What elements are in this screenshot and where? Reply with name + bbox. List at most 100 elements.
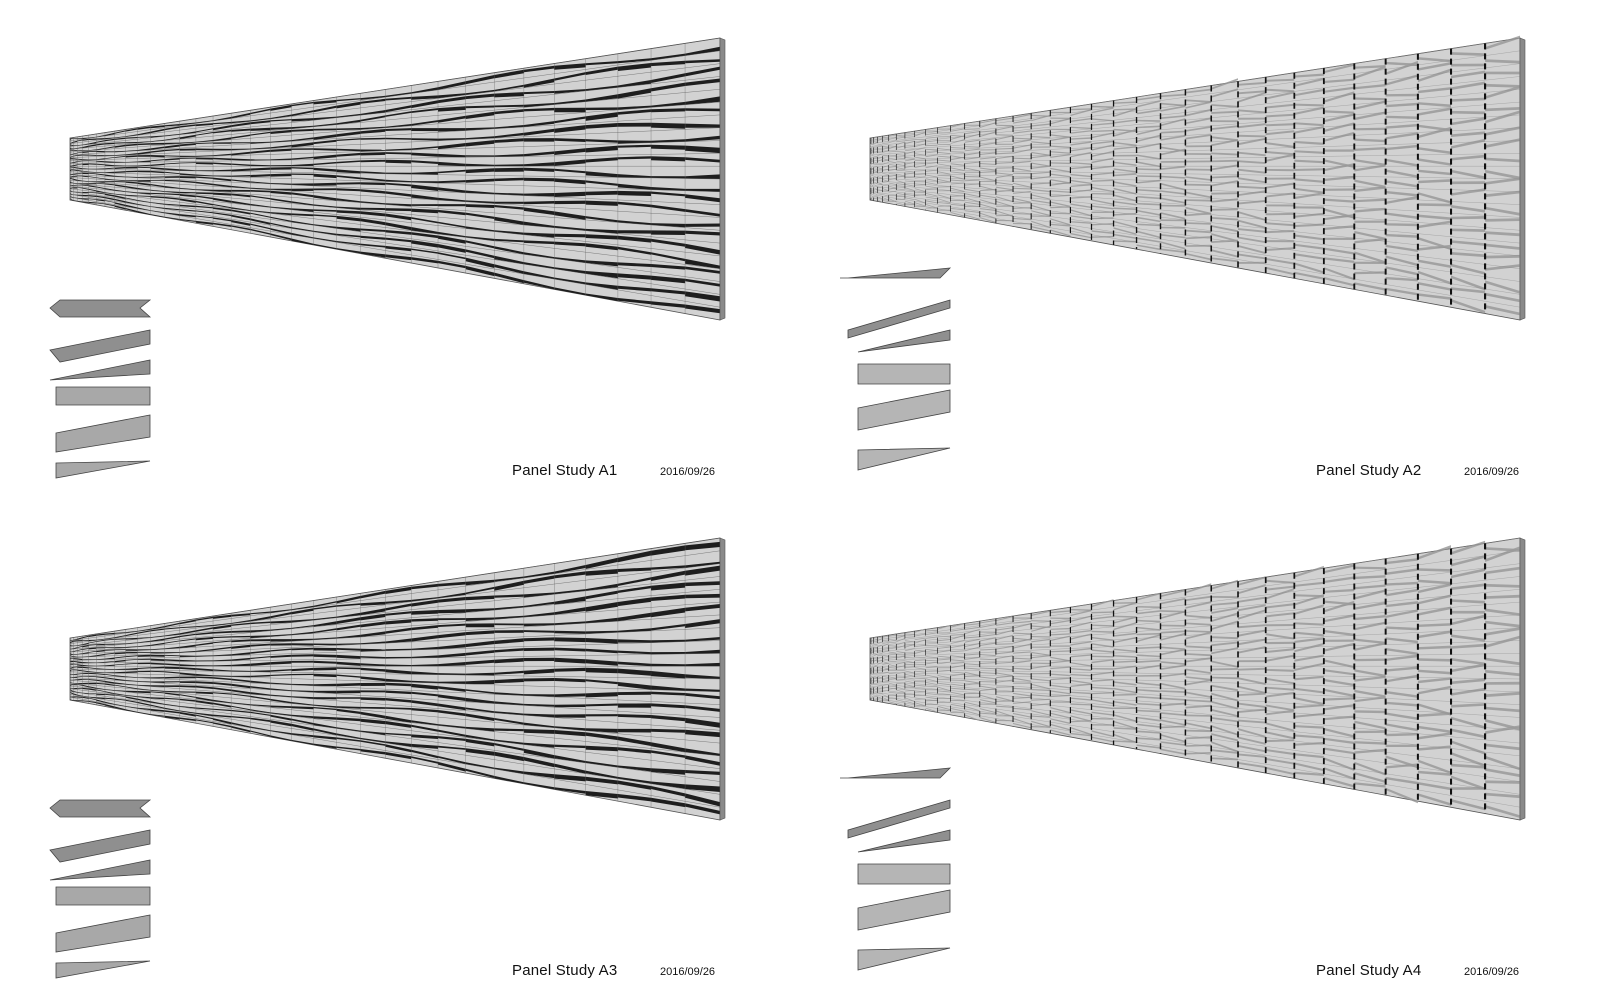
louver-blade xyxy=(1354,772,1386,783)
louver-blade xyxy=(877,157,883,159)
panel-fold-shadow xyxy=(137,658,151,660)
louver-blade xyxy=(888,164,897,166)
louver-blade xyxy=(904,133,915,135)
panel-fold-shadow xyxy=(137,203,151,207)
panel-fold-shadow xyxy=(291,220,314,226)
louver-blade xyxy=(1354,251,1386,264)
louver-blade xyxy=(1385,115,1418,119)
panel-fold-shadow xyxy=(313,173,337,179)
panel-fold-shadow xyxy=(77,664,83,667)
louver-blade xyxy=(1238,253,1266,260)
panel-fold-shadow xyxy=(164,697,180,700)
panel-fold-shadow xyxy=(554,565,586,574)
louver-blade xyxy=(1160,597,1186,605)
panel-fold-shadow xyxy=(585,112,618,121)
panel-fold-shadow xyxy=(336,634,361,639)
louver-blade xyxy=(1136,606,1161,609)
louver-blade xyxy=(914,639,926,644)
panel-fold-shadow xyxy=(71,166,74,168)
panel-row-line xyxy=(69,50,721,141)
panel-fold-shadow xyxy=(137,200,151,203)
louver-blade xyxy=(1136,237,1161,243)
louver-blade xyxy=(904,636,915,638)
panel-fold-shadow xyxy=(291,718,314,725)
panel-study-title: Panel Study A3 xyxy=(512,962,618,979)
panel-fold-shadow xyxy=(523,657,555,662)
panel-fold-shadow xyxy=(685,194,720,203)
louver-blade xyxy=(1013,190,1032,194)
louver-blade xyxy=(1160,630,1186,634)
louver-blade xyxy=(1050,617,1071,620)
panel-fold-shadow xyxy=(213,718,232,725)
louver-blade xyxy=(871,676,874,679)
louver-blade xyxy=(937,186,951,188)
panel-fold-shadow xyxy=(523,623,555,627)
panel-fold-shadow xyxy=(88,138,97,140)
louver-blade xyxy=(914,202,926,207)
panel-fold-shadow xyxy=(150,670,165,673)
louver-blade xyxy=(1050,718,1071,725)
louver-blade xyxy=(1050,111,1071,114)
louver-blade xyxy=(1354,159,1386,167)
panel-fold-shadow xyxy=(82,170,89,173)
louver-blade xyxy=(950,208,965,211)
louver-blade xyxy=(1136,142,1161,149)
panel-fold-shadow xyxy=(554,191,586,197)
panel-fold-shadow xyxy=(585,94,618,102)
panel-type-glyph xyxy=(840,267,952,279)
panel-fold-shadow xyxy=(360,211,386,217)
panel-fold-shadow xyxy=(617,190,651,196)
louver-blade xyxy=(1485,190,1520,198)
louver-blade xyxy=(964,714,980,722)
panel-fold-shadow xyxy=(685,637,720,642)
panel-fold-shadow xyxy=(179,676,196,679)
panel-fold-shadow xyxy=(465,75,495,85)
panel-type-glyph xyxy=(49,329,151,363)
panel-fold-shadow xyxy=(411,700,438,707)
panel-fold-shadow xyxy=(137,155,151,157)
panel-fold-shadow xyxy=(685,674,720,679)
panel-fold-shadow xyxy=(685,266,720,274)
louver-blade xyxy=(896,173,905,177)
louver-blade xyxy=(1185,676,1212,681)
louver-blade xyxy=(873,161,878,164)
panel-fold-shadow xyxy=(179,638,196,642)
louver-blade xyxy=(1294,642,1324,653)
panel-fold-shadow xyxy=(360,152,386,156)
louver-blade xyxy=(1417,594,1451,605)
louver-blade xyxy=(979,717,996,723)
panel-fold-shadow xyxy=(88,183,97,185)
panel-fold-shadow xyxy=(164,633,180,637)
louver-blade xyxy=(1136,744,1161,749)
louver-blade xyxy=(950,644,965,648)
panel-row-line xyxy=(69,627,721,658)
louver-blade xyxy=(888,645,897,647)
panel-fold-shadow xyxy=(523,771,555,779)
louver-blade xyxy=(1294,581,1324,587)
louver-blade xyxy=(1451,263,1486,275)
louver-blade xyxy=(937,650,951,653)
panel-study-title: Panel Study A1 xyxy=(512,462,618,479)
panel-fold-shadow xyxy=(250,635,271,639)
panel-fold-shadow xyxy=(77,160,83,162)
panel-fold-shadow xyxy=(438,106,466,112)
panel-fold-shadow xyxy=(336,654,361,659)
louver-blade xyxy=(1050,673,1071,677)
louver-blade xyxy=(1451,240,1486,246)
panel-fold-shadow xyxy=(685,123,720,128)
louver-blade xyxy=(877,167,883,170)
panel-fold-shadow xyxy=(411,208,438,214)
panel-fold-shadow xyxy=(523,232,555,238)
panel-fold-shadow xyxy=(179,204,196,208)
louver-blade xyxy=(1294,675,1324,681)
panel-fold-shadow xyxy=(438,652,466,658)
panel-fold-shadow xyxy=(213,197,232,203)
louver-blade xyxy=(925,169,938,172)
panel-fold-shadow xyxy=(585,617,618,624)
louver-blade xyxy=(1354,689,1386,698)
louver-blade xyxy=(1070,108,1092,111)
louver-blade xyxy=(1160,212,1186,220)
louver-blade xyxy=(1294,253,1324,260)
louver-blade xyxy=(896,154,905,156)
panel-fold-shadow xyxy=(70,176,71,178)
